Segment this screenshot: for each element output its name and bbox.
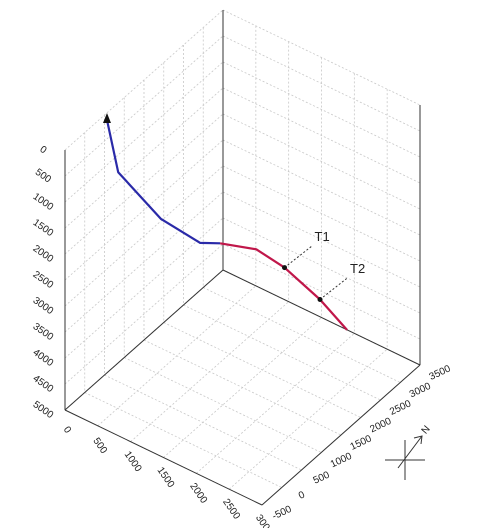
axis-edge (222, 269, 421, 366)
z-tick-label: 4500 (31, 373, 56, 395)
z-tick-label: 0 (37, 144, 48, 156)
y-tick-label: 2500 (388, 398, 413, 418)
y-tick-label: 2000 (368, 416, 393, 436)
z-tick-label: 2000 (31, 243, 56, 265)
axis-edge (64, 409, 263, 506)
x-tick-label: 500 (90, 436, 109, 456)
z-tick-label: 3500 (31, 321, 56, 343)
z-tick-label: 500 (33, 167, 53, 186)
axis-edge (64, 269, 224, 411)
x-tick-label: 1500 (154, 465, 176, 490)
z-tick-label: 5000 (31, 399, 56, 421)
trajectory-line (105, 119, 221, 245)
compass (385, 435, 425, 480)
trajectory-line (219, 242, 348, 331)
compass-arrow (397, 435, 423, 469)
z-tick-label: 3000 (31, 295, 56, 317)
grid-line (228, 348, 388, 490)
compass-label: N (420, 424, 433, 437)
y-tick-label: -500 (271, 504, 294, 523)
grid-line (163, 317, 322, 458)
y-tick-label: 1500 (349, 433, 374, 453)
z-tick-label: 1500 (31, 217, 56, 239)
y-tick-label: 1000 (329, 451, 354, 471)
x-tick-label: 0 (61, 425, 73, 436)
annotation-label: T2 (350, 261, 365, 276)
y-tick-label: 500 (312, 469, 332, 486)
x-tick-label: 2500 (220, 497, 242, 522)
grid-line (130, 301, 289, 442)
annotation-leader (284, 245, 313, 268)
y-tick-label: 3500 (428, 363, 453, 383)
z-tick-label: 1000 (31, 191, 56, 213)
grid-line (183, 304, 381, 401)
x-tick-label: 1000 (122, 449, 144, 474)
compass-arrowhead (413, 435, 423, 445)
x-tick-label: 2000 (187, 481, 209, 506)
grid-line (84, 392, 282, 488)
z-tick-label: 2500 (31, 269, 56, 291)
annotation-label: T1 (315, 229, 330, 244)
grid-line (124, 357, 322, 453)
grid-line (163, 322, 361, 418)
axis-edge (261, 364, 421, 506)
grid-line (196, 333, 355, 474)
y-tick-label: 3000 (408, 381, 433, 401)
y-tick-label: 0 (297, 489, 307, 502)
grid-line (97, 285, 257, 427)
target-point (282, 265, 288, 271)
target-point (317, 296, 323, 302)
annotation-leader (319, 277, 349, 300)
z-tick-label: 4000 (31, 347, 56, 369)
wellhead-marker (102, 112, 111, 123)
